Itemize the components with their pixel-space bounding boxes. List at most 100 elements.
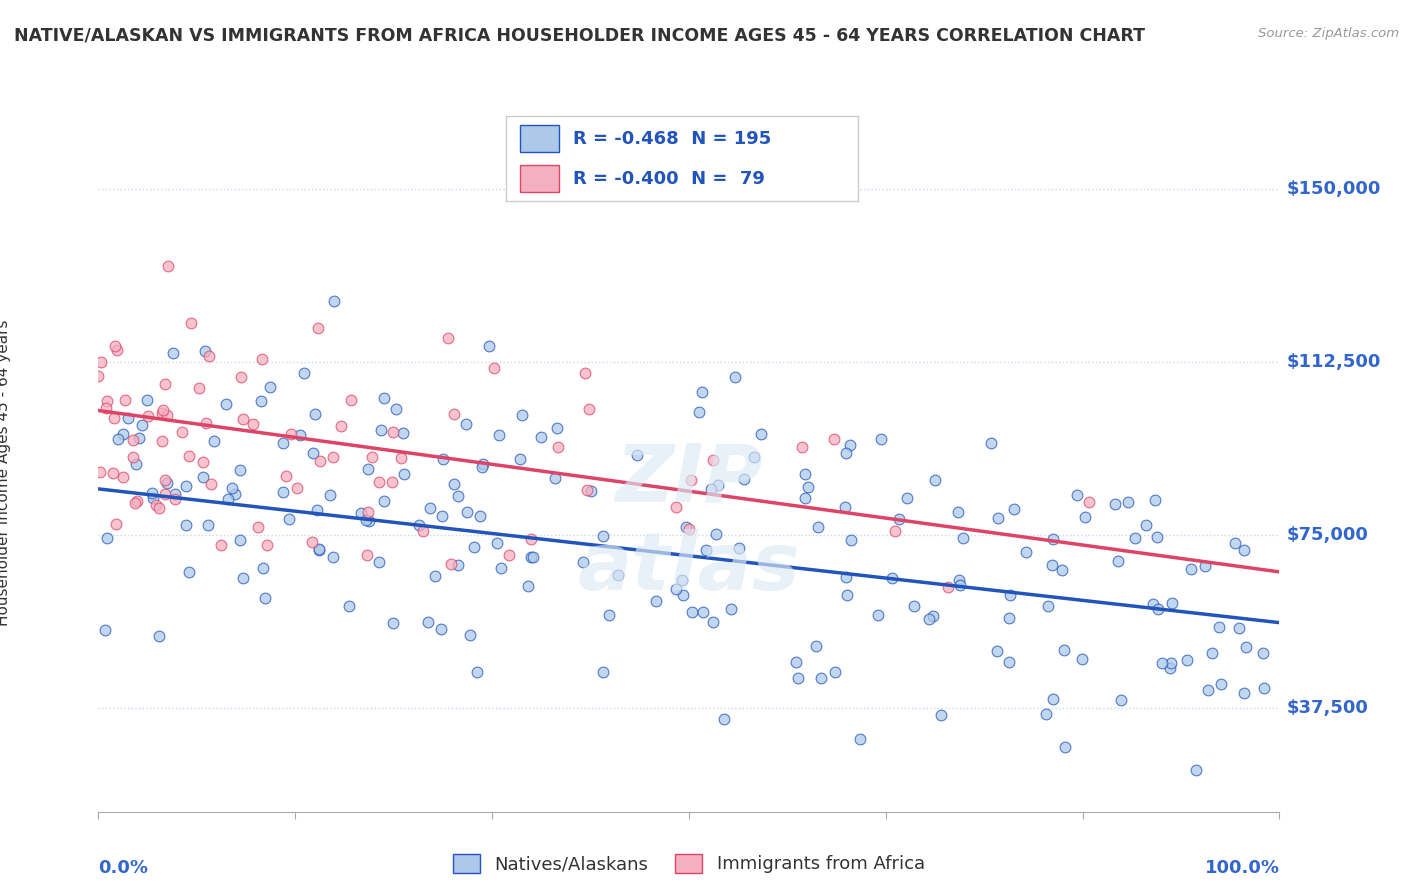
Point [1078, 494, 1101, 508]
Point [835, 445, 858, 459]
Point [193, 455, 215, 469]
Point [679, 473, 702, 487]
Point [309, 454, 332, 468]
Point [124, 496, 146, 510]
Point [547, 440, 569, 454]
Point [471, 460, 494, 475]
Point [107, 432, 129, 446]
Point [1147, 602, 1170, 616]
FancyBboxPatch shape [520, 125, 560, 153]
Point [215, 397, 238, 411]
Point [87, 368, 110, 383]
Point [576, 483, 599, 497]
Point [787, 672, 810, 686]
Point [412, 524, 434, 539]
Point [607, 567, 630, 582]
Point [484, 361, 506, 376]
Point [89, 465, 111, 479]
Point [194, 344, 217, 359]
Point [350, 506, 373, 520]
Point [202, 434, 225, 448]
Point [922, 609, 945, 624]
Point [903, 599, 925, 613]
Point [381, 425, 404, 439]
Point [1197, 682, 1219, 697]
Point [980, 436, 1002, 450]
Point [304, 407, 326, 421]
Point [486, 535, 509, 549]
Point [194, 416, 217, 430]
Point [447, 489, 470, 503]
Point [581, 483, 603, 498]
Point [370, 423, 392, 437]
Text: NATIVE/ALASKAN VS IMMIGRANTS FROM AFRICA HOUSEHOLDER INCOME AGES 45 - 64 YEARS C: NATIVE/ALASKAN VS IMMIGRANTS FROM AFRICA… [14, 27, 1144, 45]
Point [148, 629, 170, 643]
Point [250, 393, 273, 408]
Point [530, 430, 553, 444]
Point [135, 392, 157, 407]
Point [432, 509, 454, 524]
Point [690, 384, 713, 399]
Point [924, 473, 946, 487]
Point [1050, 563, 1073, 577]
Point [887, 512, 910, 526]
Point [217, 491, 239, 506]
Point [675, 520, 697, 534]
Point [1175, 652, 1198, 666]
Point [1107, 554, 1129, 568]
Text: atlas: atlas [578, 529, 800, 607]
Point [337, 599, 360, 613]
Point [929, 708, 952, 723]
Point [179, 449, 201, 463]
Point [361, 450, 384, 464]
Point [197, 518, 219, 533]
Point [592, 529, 614, 543]
Point [114, 392, 136, 407]
Point [1208, 619, 1230, 633]
Point [695, 543, 717, 558]
Point [416, 615, 439, 629]
Point [197, 349, 219, 363]
Point [1002, 502, 1025, 516]
Point [713, 713, 735, 727]
FancyBboxPatch shape [520, 165, 560, 192]
Point [478, 339, 501, 353]
Point [229, 370, 252, 384]
Point [162, 346, 184, 360]
Point [373, 493, 395, 508]
Point [835, 588, 858, 602]
Point [232, 412, 254, 426]
Point [592, 665, 614, 680]
Point [1160, 656, 1182, 670]
Point [1232, 543, 1254, 558]
Point [797, 480, 820, 494]
Point [1104, 497, 1126, 511]
Point [432, 452, 454, 467]
Point [443, 407, 465, 421]
Point [127, 494, 149, 508]
Point [704, 527, 727, 541]
Point [998, 655, 1021, 669]
Point [392, 425, 415, 440]
Text: Source: ZipAtlas.com: Source: ZipAtlas.com [1258, 27, 1399, 40]
Text: ZIP: ZIP [616, 441, 762, 518]
Point [1111, 693, 1133, 707]
Legend: Natives/Alaskans, Immigrants from Africa: Natives/Alaskans, Immigrants from Africa [446, 847, 932, 880]
Point [498, 549, 520, 563]
Point [253, 591, 276, 606]
Point [742, 450, 765, 464]
Point [1150, 656, 1173, 670]
Point [1251, 646, 1274, 660]
Point [692, 605, 714, 619]
Point [180, 317, 202, 331]
Point [1234, 640, 1257, 654]
Point [1035, 706, 1057, 721]
Point [678, 523, 700, 537]
Point [1223, 536, 1246, 550]
Point [1211, 677, 1233, 691]
Point [389, 450, 412, 465]
Point [356, 548, 378, 562]
Point [96, 531, 118, 545]
Point [122, 433, 145, 447]
Point [749, 426, 772, 441]
